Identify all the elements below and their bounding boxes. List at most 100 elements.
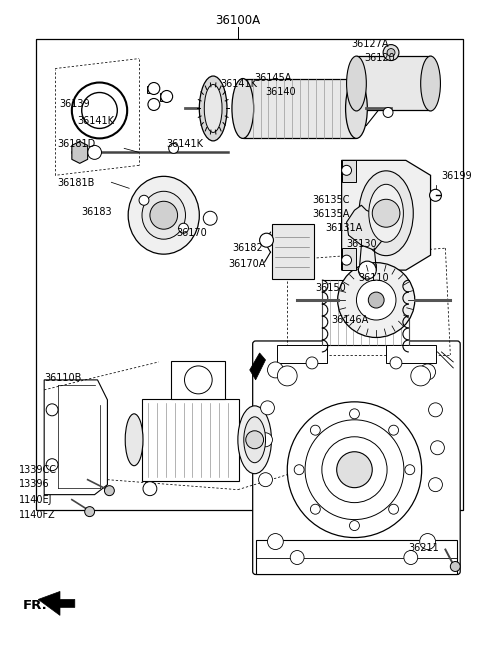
Circle shape bbox=[336, 452, 372, 487]
Circle shape bbox=[184, 366, 212, 394]
Text: 1339CC: 1339CC bbox=[19, 464, 57, 475]
Ellipse shape bbox=[337, 263, 415, 338]
Circle shape bbox=[179, 223, 189, 233]
Circle shape bbox=[383, 108, 393, 118]
Ellipse shape bbox=[238, 406, 272, 474]
Circle shape bbox=[411, 366, 431, 386]
Circle shape bbox=[420, 364, 435, 380]
Text: 36139: 36139 bbox=[59, 99, 90, 110]
Circle shape bbox=[450, 562, 460, 572]
Circle shape bbox=[349, 520, 360, 531]
Circle shape bbox=[383, 45, 399, 60]
Text: 36146A: 36146A bbox=[332, 315, 369, 325]
Circle shape bbox=[150, 201, 178, 229]
Bar bbox=[147, 85, 157, 93]
Circle shape bbox=[429, 403, 443, 417]
Circle shape bbox=[261, 401, 275, 415]
Text: 36183: 36183 bbox=[82, 207, 112, 217]
Ellipse shape bbox=[244, 417, 265, 463]
Circle shape bbox=[429, 478, 443, 491]
Text: 36141K: 36141K bbox=[220, 79, 257, 89]
Text: 36181D: 36181D bbox=[57, 139, 95, 149]
Circle shape bbox=[259, 472, 273, 487]
Circle shape bbox=[389, 504, 398, 514]
Circle shape bbox=[46, 404, 58, 416]
Polygon shape bbox=[44, 380, 108, 495]
Bar bbox=[273, 224, 314, 279]
Circle shape bbox=[161, 91, 173, 102]
Ellipse shape bbox=[420, 56, 441, 111]
Circle shape bbox=[387, 49, 395, 57]
Circle shape bbox=[294, 464, 304, 475]
Text: 36120: 36120 bbox=[364, 53, 395, 62]
Text: 36170A: 36170A bbox=[228, 259, 265, 269]
Circle shape bbox=[390, 357, 402, 369]
Bar bbox=[322, 280, 409, 345]
Bar bbox=[142, 399, 239, 481]
Ellipse shape bbox=[359, 171, 413, 256]
Circle shape bbox=[139, 195, 149, 205]
Text: 36145A: 36145A bbox=[255, 72, 292, 83]
Text: 36135C: 36135C bbox=[312, 195, 349, 205]
Circle shape bbox=[359, 261, 376, 279]
Circle shape bbox=[88, 145, 101, 160]
Bar bbox=[256, 539, 457, 574]
Circle shape bbox=[267, 362, 283, 378]
Bar bbox=[171, 361, 225, 399]
Circle shape bbox=[46, 459, 58, 470]
Circle shape bbox=[260, 233, 274, 247]
Circle shape bbox=[311, 425, 320, 435]
Text: 1140EJ: 1140EJ bbox=[19, 495, 52, 505]
Ellipse shape bbox=[204, 85, 222, 133]
Circle shape bbox=[82, 93, 117, 128]
Polygon shape bbox=[342, 160, 431, 270]
Text: 36135A: 36135A bbox=[312, 209, 349, 219]
Text: FR.: FR. bbox=[23, 599, 47, 612]
Circle shape bbox=[246, 431, 264, 449]
Text: 36182: 36182 bbox=[232, 243, 263, 253]
Bar bbox=[36, 39, 463, 510]
Bar bbox=[357, 56, 431, 110]
Circle shape bbox=[105, 486, 114, 495]
Circle shape bbox=[148, 83, 160, 95]
Text: 36141K: 36141K bbox=[78, 116, 115, 126]
Bar bbox=[342, 160, 357, 182]
Circle shape bbox=[259, 433, 273, 447]
Polygon shape bbox=[347, 205, 391, 250]
Text: 36127A: 36127A bbox=[351, 39, 389, 49]
Circle shape bbox=[405, 464, 415, 475]
Circle shape bbox=[203, 212, 217, 225]
Circle shape bbox=[368, 292, 384, 308]
Circle shape bbox=[431, 441, 444, 455]
Circle shape bbox=[84, 507, 95, 516]
Bar bbox=[160, 93, 169, 101]
Ellipse shape bbox=[232, 79, 253, 139]
Ellipse shape bbox=[346, 79, 367, 139]
Circle shape bbox=[389, 425, 398, 435]
Circle shape bbox=[267, 533, 283, 549]
Circle shape bbox=[72, 83, 127, 139]
Circle shape bbox=[148, 99, 160, 110]
Bar bbox=[386, 345, 435, 363]
Circle shape bbox=[404, 551, 418, 564]
Circle shape bbox=[287, 402, 421, 537]
Text: 36141K: 36141K bbox=[167, 139, 204, 149]
Bar bbox=[277, 345, 327, 363]
Circle shape bbox=[430, 189, 442, 201]
Polygon shape bbox=[250, 353, 265, 380]
Circle shape bbox=[168, 143, 179, 153]
Text: 1140FZ: 1140FZ bbox=[19, 510, 55, 520]
Circle shape bbox=[305, 420, 404, 520]
Bar bbox=[243, 79, 357, 139]
Text: 36211: 36211 bbox=[408, 543, 439, 553]
Text: 36181B: 36181B bbox=[57, 178, 95, 189]
Text: 36131A: 36131A bbox=[325, 223, 362, 233]
Text: 36199: 36199 bbox=[442, 171, 472, 181]
Circle shape bbox=[349, 409, 360, 419]
Circle shape bbox=[342, 166, 351, 175]
Ellipse shape bbox=[199, 76, 227, 141]
Circle shape bbox=[311, 504, 320, 514]
Ellipse shape bbox=[125, 414, 143, 466]
Polygon shape bbox=[72, 141, 88, 164]
Circle shape bbox=[357, 280, 396, 320]
